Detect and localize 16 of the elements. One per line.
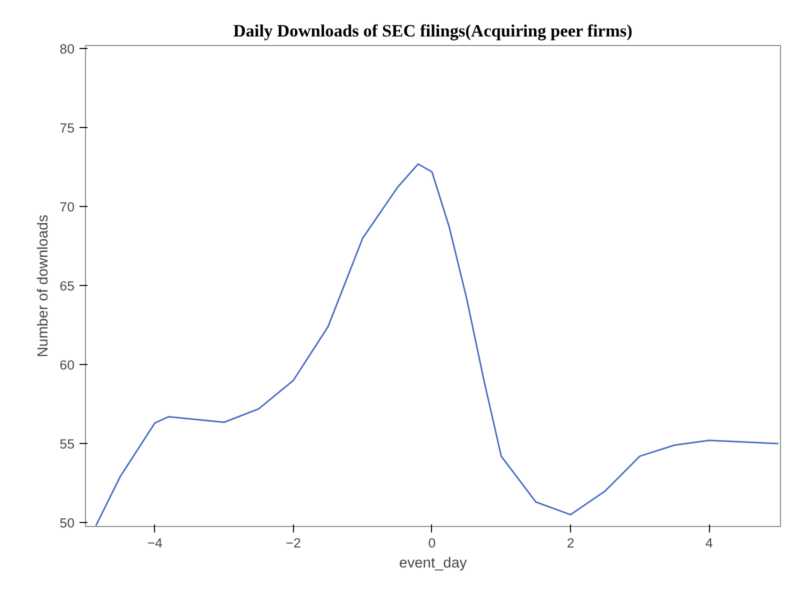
y-tick-label: 60 <box>60 358 75 373</box>
y-axis-title: Number of downloads <box>36 214 52 358</box>
x-tick-label: 4 <box>705 536 714 550</box>
x-tick-label: −4 <box>147 536 163 550</box>
y-tick-label: 70 <box>60 200 75 215</box>
chart-title: Daily Downloads of SEC filings(Acquiring peer firms) <box>233 22 633 40</box>
y-tick-label: 80 <box>60 42 75 57</box>
x-tick-label: 0 <box>428 536 436 550</box>
x-axis-title: event_day <box>399 556 468 572</box>
y-tick-label: 65 <box>60 278 75 294</box>
x-tick-label: −2 <box>286 536 301 550</box>
y-tick-label: 55 <box>60 436 75 452</box>
y-tick-label: 50 <box>60 516 75 531</box>
y-tick-label: 75 <box>60 120 75 136</box>
x-tick-label: 2 <box>566 536 574 550</box>
line-series <box>95 163 780 526</box>
